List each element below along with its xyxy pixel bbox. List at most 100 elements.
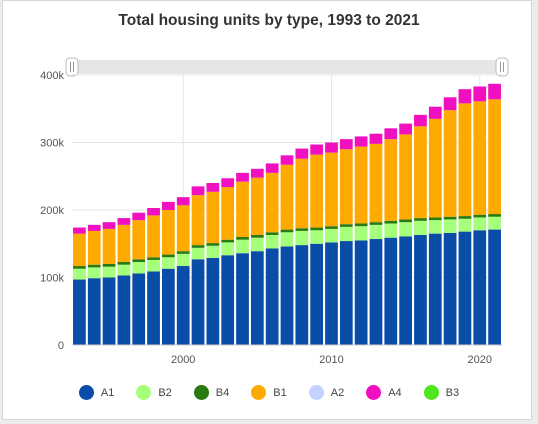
bar-B1-2014[interactable] <box>384 139 398 221</box>
bar-B4-2006[interactable] <box>265 232 279 235</box>
bar-B1-2004[interactable] <box>236 181 249 237</box>
bar-B1-2016[interactable] <box>414 126 427 219</box>
bar-B4-1994[interactable] <box>87 264 101 268</box>
bar-A1-2021[interactable] <box>488 229 501 345</box>
bar-B2-2002[interactable] <box>206 245 220 258</box>
bar-B1-1998[interactable] <box>147 215 160 258</box>
bar-B4-2020[interactable] <box>473 214 487 218</box>
bar-A4-2021[interactable] <box>488 83 501 100</box>
bar-B2-1998[interactable] <box>147 259 160 272</box>
bar-B2-2004[interactable] <box>236 239 249 254</box>
range-handle-right[interactable] <box>495 57 509 77</box>
bar-A1-1997[interactable] <box>132 273 146 345</box>
bar-A1-2006[interactable] <box>265 248 279 345</box>
bar-A1-2019[interactable] <box>458 231 472 345</box>
bar-B2-2018[interactable] <box>443 219 457 233</box>
bar-B2-2009[interactable] <box>310 230 324 244</box>
bar-B2-2015[interactable] <box>399 222 412 237</box>
bar-A4-1996[interactable] <box>117 218 131 225</box>
legend-item-B4[interactable]: B4 <box>193 385 229 400</box>
bar-B4-2013[interactable] <box>369 222 383 225</box>
bar-A1-2001[interactable] <box>191 259 205 345</box>
bar-A4-2002[interactable] <box>206 183 220 192</box>
bar-A4-1993[interactable] <box>73 227 86 234</box>
bar-A4-2008[interactable] <box>295 148 309 159</box>
legend-item-B3[interactable]: B3 <box>423 385 459 400</box>
bar-A4-2016[interactable] <box>414 114 427 127</box>
bar-B4-2004[interactable] <box>236 237 249 240</box>
bar-B4-2021[interactable] <box>488 214 501 217</box>
bar-B4-2001[interactable] <box>191 245 205 248</box>
bar-B1-2015[interactable] <box>399 134 412 220</box>
bar-A4-2020[interactable] <box>473 86 487 102</box>
bar-B2-2016[interactable] <box>414 220 427 235</box>
bar-B4-2003[interactable] <box>221 239 235 243</box>
bar-B1-2001[interactable] <box>191 195 205 246</box>
bar-B4-2015[interactable] <box>399 219 412 223</box>
bar-B2-2011[interactable] <box>339 226 353 242</box>
bar-A4-2015[interactable] <box>399 123 412 135</box>
bar-B2-2014[interactable] <box>384 223 398 238</box>
bar-A4-2006[interactable] <box>265 163 279 173</box>
bar-B4-1997[interactable] <box>132 259 146 262</box>
bar-A4-1999[interactable] <box>162 201 175 210</box>
bar-A1-2000[interactable] <box>176 266 190 345</box>
bar-A4-2019[interactable] <box>458 89 472 104</box>
bar-A4-2012[interactable] <box>354 136 368 147</box>
bar-A1-1993[interactable] <box>73 279 86 345</box>
bar-A1-2020[interactable] <box>473 230 487 345</box>
bar-A1-2015[interactable] <box>399 236 412 345</box>
bar-B4-2014[interactable] <box>384 220 398 224</box>
bar-B2-2019[interactable] <box>458 218 472 232</box>
bar-B2-1994[interactable] <box>87 267 101 279</box>
bar-B4-1993[interactable] <box>73 266 86 269</box>
bar-A1-2014[interactable] <box>384 237 398 345</box>
bar-B4-2005[interactable] <box>250 234 264 238</box>
bar-A4-2004[interactable] <box>236 172 249 182</box>
bar-A4-2007[interactable] <box>280 155 294 165</box>
bar-A4-2001[interactable] <box>191 186 205 196</box>
legend-item-A1[interactable]: A1 <box>78 385 114 400</box>
bar-B4-2007[interactable] <box>280 229 294 233</box>
bar-A1-1996[interactable] <box>117 275 131 345</box>
bar-B1-2008[interactable] <box>295 158 309 229</box>
legend-item-A2[interactable]: A2 <box>308 385 344 400</box>
bar-A1-1999[interactable] <box>162 268 175 345</box>
bar-B2-2003[interactable] <box>221 242 235 256</box>
range-selector-track[interactable] <box>72 60 502 74</box>
bar-B2-1999[interactable] <box>162 257 175 269</box>
bar-B2-2000[interactable] <box>176 253 190 267</box>
bar-B1-2019[interactable] <box>458 103 472 217</box>
bar-B4-2016[interactable] <box>414 218 427 221</box>
bar-B2-2021[interactable] <box>488 216 501 230</box>
legend-item-B2[interactable]: B2 <box>136 385 172 400</box>
bar-A4-2009[interactable] <box>310 144 324 155</box>
bar-B4-2019[interactable] <box>458 216 472 219</box>
bar-A1-1998[interactable] <box>147 271 160 345</box>
bar-B1-2005[interactable] <box>250 177 264 235</box>
bar-A1-2013[interactable] <box>369 239 383 345</box>
bar-B4-2000[interactable] <box>176 251 190 254</box>
bar-B2-1993[interactable] <box>73 268 86 280</box>
bar-A4-2013[interactable] <box>369 133 383 144</box>
bar-B1-2003[interactable] <box>221 187 235 240</box>
bar-A1-2016[interactable] <box>414 234 427 345</box>
bar-B1-2011[interactable] <box>339 149 353 225</box>
bar-B4-2011[interactable] <box>339 224 353 227</box>
bar-B1-2002[interactable] <box>206 191 220 244</box>
bar-A1-2003[interactable] <box>221 255 235 345</box>
bar-B1-2013[interactable] <box>369 143 383 223</box>
bar-B1-2007[interactable] <box>280 164 294 230</box>
bar-A4-2017[interactable] <box>428 106 442 119</box>
bar-B2-1995[interactable] <box>102 266 116 278</box>
bar-B4-2002[interactable] <box>206 243 220 246</box>
bar-A1-2004[interactable] <box>236 253 249 345</box>
bar-B2-2020[interactable] <box>473 217 487 231</box>
bar-A1-2010[interactable] <box>325 242 338 345</box>
bar-B1-1995[interactable] <box>102 228 116 264</box>
bar-A1-2017[interactable] <box>428 233 442 345</box>
bar-B4-2008[interactable] <box>295 228 309 231</box>
bar-B4-1998[interactable] <box>147 257 160 260</box>
bar-A1-1994[interactable] <box>87 278 101 345</box>
bar-B1-2021[interactable] <box>488 99 501 215</box>
